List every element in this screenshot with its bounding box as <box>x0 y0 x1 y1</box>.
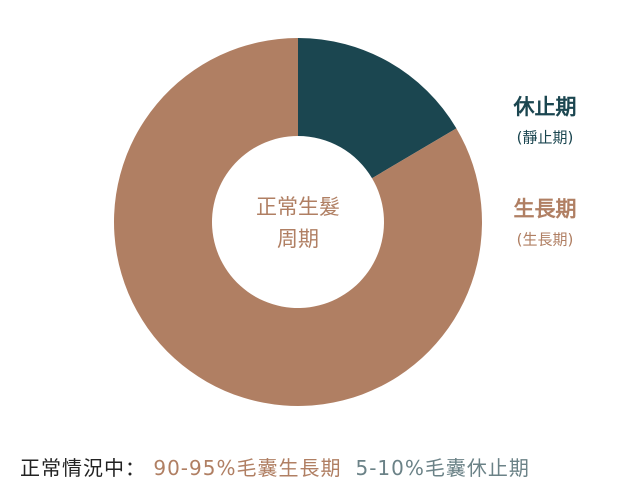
donut-segment <box>298 38 457 179</box>
footer: 正常情況中： 90-95%毛囊生長期 5-10%毛囊休止期 <box>20 452 544 481</box>
legend-label: 生長期 <box>514 197 577 221</box>
legend-label: 休止期 <box>513 95 577 119</box>
footer-item: 5-10%毛囊休止期 <box>355 456 530 480</box>
legend-note: (生長期) <box>517 231 574 249</box>
footer-prefix: 正常情況中： <box>20 456 146 480</box>
legend-note: (靜止期) <box>517 129 574 147</box>
center-label: 正常生髮 <box>256 195 340 219</box>
center-label: 周期 <box>277 227 319 251</box>
donut-segment <box>114 38 483 407</box>
footer-item: 90-95%毛囊生長期 <box>153 456 342 480</box>
